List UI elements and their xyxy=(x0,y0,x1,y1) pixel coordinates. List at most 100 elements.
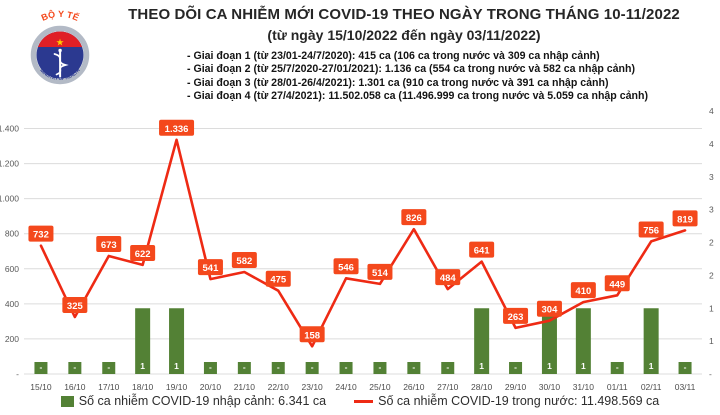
left-axis-tick-label: 1.400 xyxy=(0,124,19,134)
bar-zero-stub xyxy=(407,362,421,374)
phase-notes: - Giai đoạn 1 (từ 23/01-24/7/2020): 415 … xyxy=(187,50,648,103)
data-label-box xyxy=(672,210,698,227)
bar-zero-stub xyxy=(678,362,692,374)
left-axis-tick-label: 800 xyxy=(5,229,19,239)
left-axis-tick-label: 1.000 xyxy=(0,194,19,204)
data-label-value: 582 xyxy=(236,256,252,267)
data-label-box xyxy=(231,251,257,268)
x-axis-date-label: 27/10 xyxy=(437,382,459,392)
bar xyxy=(474,308,490,374)
data-label-value: 819 xyxy=(677,214,693,225)
line-series-swatch-icon xyxy=(354,399,374,403)
data-label-box xyxy=(265,270,291,287)
bar-zero-label: - xyxy=(40,362,43,372)
bar xyxy=(135,308,151,374)
right-axis-tick-label: 1 xyxy=(709,336,714,346)
chart-legend: Số ca nhiễm COVID-19 nhập cảnh: 6.341 ca… xyxy=(0,394,720,408)
bar-zero-stub xyxy=(237,362,251,374)
bar-zero-stub xyxy=(610,362,624,374)
bar-zero-label: - xyxy=(209,362,212,372)
data-label-value: 541 xyxy=(203,263,220,274)
data-label-box xyxy=(333,258,359,275)
data-label-value: 410 xyxy=(575,286,591,297)
right-axis-tick-label: 4 xyxy=(709,139,714,149)
data-label-value: 622 xyxy=(135,249,151,260)
data-label-value: 158 xyxy=(304,330,320,341)
bar-zero-label: - xyxy=(446,362,449,372)
x-axis-date-label: 31/10 xyxy=(573,382,595,392)
data-label-value: 1.336 xyxy=(165,124,189,135)
bar-zero-stub xyxy=(339,362,353,374)
ministry-of-health-logo: BỘ Y TẾ ★ MINISTRY OF HEALTH xyxy=(30,8,90,85)
left-axis-tick-label: 600 xyxy=(5,264,19,274)
left-axis-tick-label: - xyxy=(16,369,19,379)
data-label-value: 484 xyxy=(440,273,457,284)
x-axis-date-label: 30/10 xyxy=(539,382,561,392)
x-axis-date-label: 23/10 xyxy=(302,382,324,392)
data-label-value: 449 xyxy=(609,279,625,290)
bar-value-label: 1 xyxy=(547,361,552,371)
data-label-box xyxy=(638,221,664,238)
left-axis-tick-label: 200 xyxy=(5,334,19,344)
x-axis-date-label: 16/10 xyxy=(64,382,86,392)
data-label-box xyxy=(130,244,156,261)
x-axis-date-label: 15/10 xyxy=(30,382,52,392)
bar-value-label: 1 xyxy=(174,361,179,371)
x-axis-date-label: 18/10 xyxy=(132,382,154,392)
x-axis-date-label: 17/10 xyxy=(98,382,120,392)
bar-zero-label: - xyxy=(379,362,382,372)
x-axis-date-label: 24/10 xyxy=(335,382,357,392)
page-title: THEO DÕI CA NHIỄM MỚI COVID-19 THEO NGÀY… xyxy=(128,6,680,23)
bar-zero-label: - xyxy=(277,362,280,372)
bar-zero-stub xyxy=(305,362,319,374)
page-subtitle: (từ ngày 15/10/2022 đến ngày 03/11/2022) xyxy=(267,27,541,43)
bar-series-swatch-icon xyxy=(60,395,74,407)
bar-zero-label: - xyxy=(412,362,415,372)
x-axis-date-label: 25/10 xyxy=(369,382,391,392)
bar-zero-label: - xyxy=(73,362,76,372)
x-axis-date-label: 26/10 xyxy=(403,382,425,392)
bar-zero-label: - xyxy=(243,362,246,372)
legend-item-domestic: Số ca nhiễm COVID-19 trong nước: 11.498.… xyxy=(354,394,659,408)
bar-value-label: 1 xyxy=(649,361,654,371)
right-axis-tick-label: 1 xyxy=(709,303,714,313)
data-label-value: 756 xyxy=(643,225,659,236)
data-label-box xyxy=(536,300,562,317)
logo-top-text: BỘ Y TẾ xyxy=(40,8,81,23)
right-axis-tick-label: - xyxy=(709,369,712,379)
data-label-box xyxy=(604,275,630,292)
data-label-value: 325 xyxy=(67,301,84,312)
logo-red-band xyxy=(37,31,83,47)
infection-line xyxy=(39,138,687,348)
data-label-box xyxy=(159,119,195,136)
phase-note-2: - Giai đoạn 2 (từ 25/7/2020-27/01/2021):… xyxy=(187,63,636,76)
left-axis-tick-label: 400 xyxy=(5,299,19,309)
right-axis-tick-label: 4 xyxy=(709,106,714,116)
right-axis-tick-label: 3 xyxy=(709,172,714,182)
x-axis-date-label: 29/10 xyxy=(505,382,527,392)
logo-star-icon: ★ xyxy=(56,38,65,49)
bar-zero-label: - xyxy=(684,362,687,372)
legend-label-domestic: Số ca nhiễm COVID-19 trong nước: 11.498.… xyxy=(378,394,660,408)
staff-knob-icon xyxy=(58,48,62,53)
bar-zero-stub xyxy=(203,362,217,374)
phase-note-3: - Giai đoạn 3 (từ 28/01-26/4/2021): 1.30… xyxy=(187,76,609,89)
legend-item-imported: Số ca nhiễm COVID-19 nhập cảnh: 6.341 ca xyxy=(60,394,326,408)
bar-zero-label: - xyxy=(616,362,619,372)
phase-note-1: - Giai đoạn 1 (từ 23/01-24/7/2020): 415 … xyxy=(187,50,600,62)
x-axis-date-label: 03/11 xyxy=(675,382,696,392)
bar-zero-label: - xyxy=(345,362,348,372)
left-axis-tick-label: 1.200 xyxy=(0,159,19,169)
data-label-box xyxy=(503,307,529,324)
x-axis-date-label: 02/11 xyxy=(641,382,662,392)
bar-zero-label: - xyxy=(514,362,517,372)
right-axis-tick-label: 2 xyxy=(709,270,714,280)
data-label-box xyxy=(401,209,427,226)
bar-value-label: 1 xyxy=(581,361,586,371)
bar-value-label: 1 xyxy=(479,361,484,371)
bar-zero-label: - xyxy=(107,362,110,372)
bar-zero-stub xyxy=(68,362,82,374)
data-label-box xyxy=(197,259,223,276)
